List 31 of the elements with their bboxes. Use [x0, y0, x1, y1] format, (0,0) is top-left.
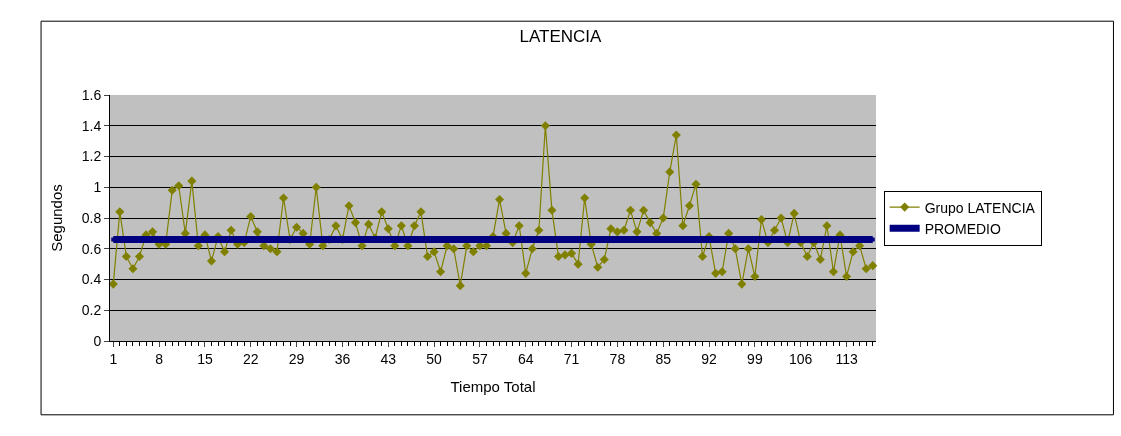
- x-tick-label: 29: [288, 350, 305, 367]
- x-tick-label: 113: [835, 350, 858, 367]
- legend-label: Grupo LATENCIA: [924, 199, 1036, 216]
- y-tick-label: 0.2: [81, 302, 102, 319]
- y-tick-label: 1: [93, 179, 102, 196]
- legend-label: PROMEDIO: [924, 220, 1001, 237]
- x-tick-label: 99: [747, 350, 763, 367]
- x-tick-label: 92: [701, 350, 718, 367]
- x-tick-label: 64: [517, 350, 534, 367]
- y-tick-label: 0.8: [81, 209, 102, 226]
- x-axis-title: Tiempo Total: [450, 377, 536, 395]
- x-tick-label: 1: [109, 350, 118, 367]
- x-tick-label: 50: [426, 350, 443, 367]
- x-tick-label: 106: [789, 350, 813, 367]
- y-tick-label: 1.4: [81, 117, 102, 134]
- x-tick-label: 85: [655, 350, 672, 367]
- y-tick-label: 0: [93, 332, 102, 349]
- x-tick-label: 71: [563, 350, 580, 367]
- y-tick-label: 0.4: [81, 271, 102, 288]
- y-tick-label: 1.6: [81, 86, 102, 103]
- x-tick-label: 43: [380, 350, 397, 367]
- x-tick-label: 36: [334, 350, 351, 367]
- x-tick-label: 22: [242, 350, 259, 367]
- x-tick-label: 8: [155, 350, 164, 367]
- y-tick-label: 0.6: [81, 240, 102, 257]
- x-tick-label: 57: [472, 350, 488, 367]
- y-axis-title: Segundos: [47, 184, 65, 252]
- y-tick-label: 1.2: [81, 148, 102, 165]
- x-tick-label: 15: [197, 350, 213, 367]
- chart-title: LATENCIA: [519, 27, 603, 47]
- x-tick-label: 78: [609, 350, 626, 367]
